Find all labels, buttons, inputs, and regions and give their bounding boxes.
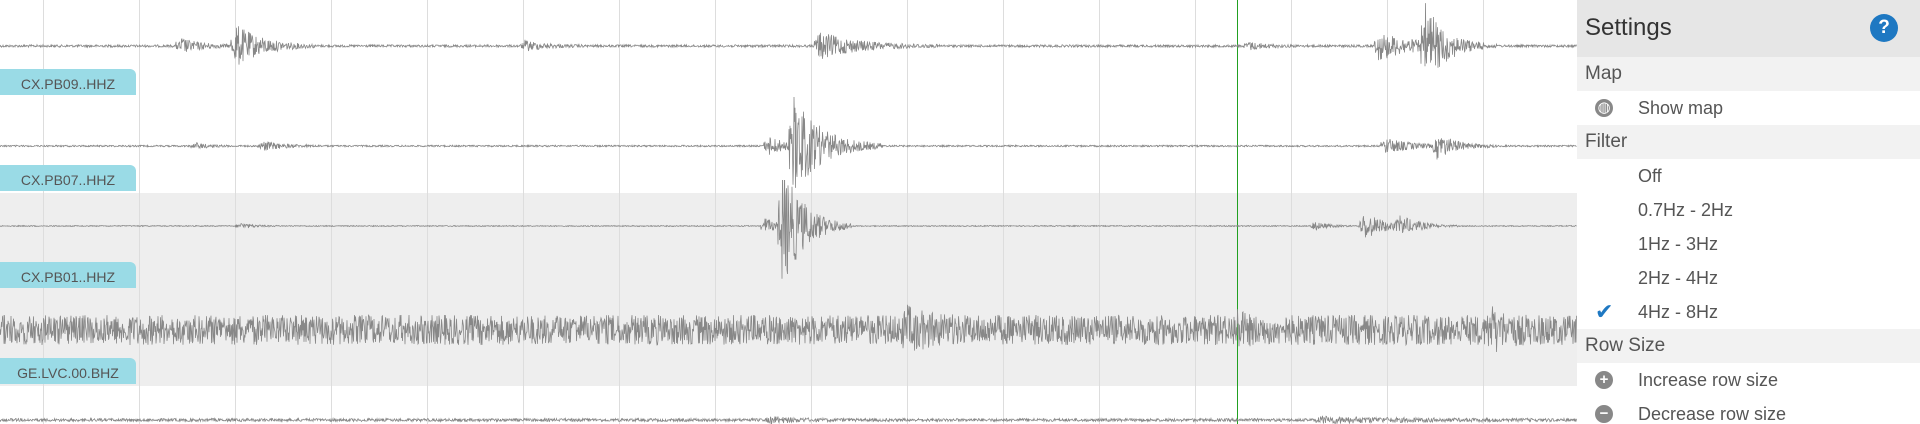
settings-header: Settings ?: [1577, 0, 1920, 57]
question-circle-icon[interactable]: ?: [1870, 14, 1898, 42]
globe-icon: ◍: [1595, 99, 1613, 117]
channel-label[interactable]: CX.PB01..HHZ: [0, 262, 136, 288]
waveform-trace: [0, 304, 1577, 353]
filter-option-1-3hz[interactable]: 1Hz - 3Hz: [1577, 227, 1920, 261]
show-map-toggle[interactable]: ◍ Show map: [1577, 91, 1920, 125]
menu-item-label: 2Hz - 4Hz: [1638, 268, 1719, 288]
section-filter: Filter: [1577, 125, 1920, 159]
grid-line: [331, 0, 332, 424]
grid-line: [235, 0, 236, 424]
grid-line: [1291, 0, 1292, 424]
grid-line: [139, 0, 140, 424]
grid-line: [427, 0, 428, 424]
filter-option-off[interactable]: Off: [1577, 159, 1920, 193]
seismogram-panel[interactable]: CX.PB09..HHZ CX.PB07..HHZ CX.PB01..HHZ G…: [0, 0, 1577, 424]
checkmark-icon: ✔: [1595, 299, 1614, 324]
plus-circle-icon: +: [1595, 371, 1613, 389]
grid-line: [1483, 0, 1484, 424]
channel-label[interactable]: CX.PB09..HHZ: [0, 69, 136, 95]
filter-option-4-8hz[interactable]: ✔ 4Hz - 8Hz: [1577, 295, 1920, 329]
minus-circle-icon: −: [1595, 405, 1613, 423]
time-cursor: [1237, 0, 1238, 424]
settings-panel: Settings ? Map ◍ Show map Filter Off 0.7…: [1577, 0, 1920, 424]
channel-label[interactable]: CX.PB07..HHZ: [0, 165, 136, 191]
increase-row-size-button[interactable]: + Increase row size: [1577, 363, 1920, 397]
waveform-trace: [0, 415, 1577, 424]
grid-line: [1003, 0, 1004, 424]
grid-line: [43, 0, 44, 424]
section-row-size: Row Size: [1577, 329, 1920, 363]
grid-line: [1195, 0, 1196, 424]
menu-item-label: Show map: [1638, 98, 1724, 118]
filter-option-2-4hz[interactable]: 2Hz - 4Hz: [1577, 261, 1920, 295]
menu-item-label: Increase row size: [1638, 370, 1779, 390]
filter-option-0-7-2hz[interactable]: 0.7Hz - 2Hz: [1577, 193, 1920, 227]
menu-item-label: 0.7Hz - 2Hz: [1638, 200, 1734, 220]
grid-line: [1387, 0, 1388, 424]
waveform-trace: [0, 180, 1577, 279]
menu-item-label: Decrease row size: [1638, 404, 1787, 424]
grid-line: [811, 0, 812, 424]
grid-line: [907, 0, 908, 424]
channel-label[interactable]: GE.LVC.00.BHZ: [0, 358, 136, 384]
grid-line: [523, 0, 524, 424]
settings-title: Settings: [1585, 14, 1672, 41]
grid-line: [1099, 0, 1100, 424]
waveform-trace: [0, 96, 1577, 188]
menu-item-label: 1Hz - 3Hz: [1638, 234, 1719, 254]
menu-item-label: Off: [1638, 166, 1662, 186]
grid-line: [715, 0, 716, 424]
section-map: Map: [1577, 57, 1920, 91]
waveform-trace: [0, 3, 1577, 68]
decrease-row-size-button[interactable]: − Decrease row size: [1577, 397, 1920, 424]
menu-item-label: 4Hz - 8Hz: [1638, 302, 1719, 322]
grid-line: [619, 0, 620, 424]
